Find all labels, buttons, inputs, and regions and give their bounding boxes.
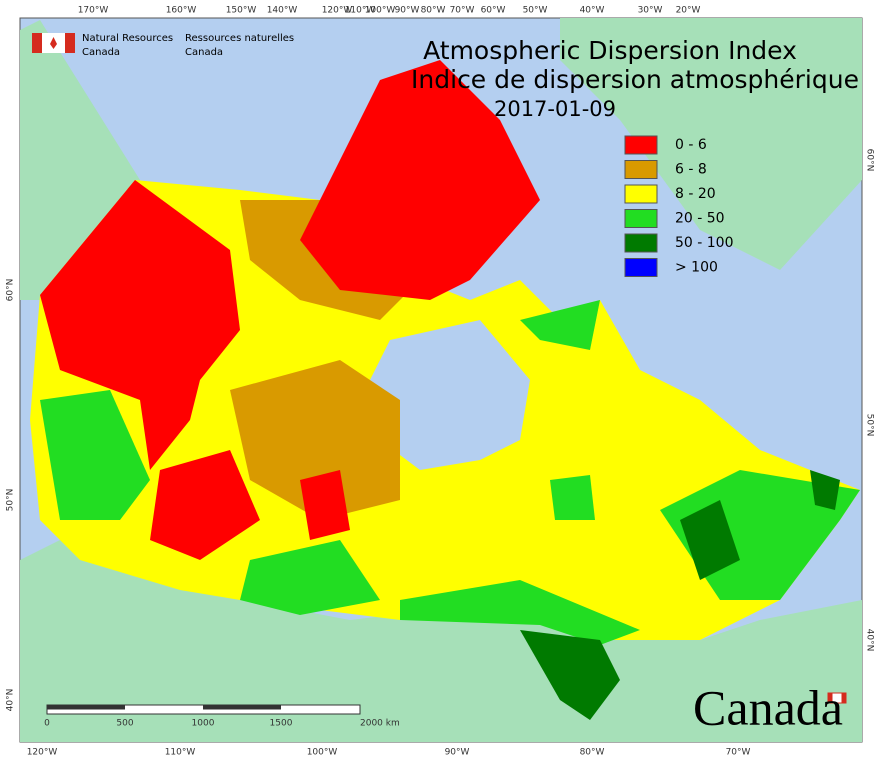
top-graticule-label: 50°W [523, 6, 548, 16]
region-0-6 [150, 450, 260, 560]
legend-swatch [624, 209, 658, 228]
right-graticule-label: 60°N [865, 149, 875, 172]
top-graticule-label: 120°W [322, 6, 353, 16]
flag-band [65, 33, 75, 53]
scale-label: 500 [116, 719, 133, 729]
flag-band [828, 693, 833, 703]
bottom-graticule-label: 80°W [580, 748, 605, 758]
left-graticule-label: 60°N [6, 279, 16, 302]
scale-label: 1000 [192, 719, 215, 729]
top-graticule-label: 70°W [450, 6, 475, 16]
region-0-6 [300, 60, 540, 300]
scale-segment [203, 705, 281, 710]
bottom-graticule-label: 120°W [27, 748, 58, 758]
region-50-100 [680, 500, 740, 580]
top-graticule-label: 40°W [580, 6, 605, 16]
top-graticule-label: 150°W [226, 6, 257, 16]
bottom-graticule-label: 100°W [307, 748, 338, 758]
legend-label: 50 - 100 [675, 235, 734, 251]
agency-fr: Canada [185, 47, 223, 58]
top-graticule-label: 20°W [676, 6, 701, 16]
map-date: 2017-01-09 [494, 97, 616, 121]
left-graticule-label: 50°N [6, 489, 16, 512]
top-graticule-label: 60°W [481, 6, 506, 16]
bottom-graticule-label: 70°W [726, 748, 751, 758]
region-20-50 [40, 390, 150, 520]
hudson-bay [370, 320, 530, 470]
left-graticule-label: 40°N [6, 689, 16, 712]
flag-band [841, 693, 846, 703]
legend-label: 0 - 6 [675, 137, 707, 153]
greenland-land [560, 18, 862, 270]
legend-swatch [624, 184, 658, 204]
top-graticule-label: 160°W [166, 6, 197, 16]
region-0-6 [40, 180, 240, 470]
legend-swatch [624, 135, 658, 155]
region-50-100 [520, 630, 620, 720]
top-graticule-label: 80°W [421, 6, 446, 16]
top-graticule-label: 30°W [638, 6, 663, 16]
region-50-100 [810, 470, 840, 510]
legend-label: 8 - 20 [675, 186, 716, 202]
legend-label: 20 - 50 [675, 211, 725, 227]
right-graticule-label: 50°N [865, 414, 875, 437]
bottom-graticule-label: 110°W [165, 748, 196, 758]
usa-land [20, 540, 862, 742]
scale-label: 0 [44, 719, 50, 729]
map-title: Indice de dispersion atmosphérique [411, 65, 859, 94]
region-20-50 [240, 540, 380, 615]
region-20-50 [550, 475, 595, 520]
region-0-6 [300, 470, 350, 540]
legend-label: > 100 [675, 260, 718, 276]
right-graticule-label: 40°N [865, 629, 875, 652]
map-title: Atmospheric Dispersion Index [423, 36, 797, 65]
top-graticule-label: 110°W [345, 6, 376, 16]
region-6-8 [230, 360, 400, 520]
top-graticule-label: 90°W [395, 6, 420, 16]
legend-swatch [624, 233, 658, 253]
agency-fr: Ressources naturelles [185, 33, 294, 44]
scale-label: 1500 [270, 719, 293, 729]
wordmark: Canada [693, 679, 843, 735]
flag-band [32, 33, 42, 53]
flag-leaf [50, 37, 57, 49]
bottom-graticule-label: 90°W [445, 748, 470, 758]
top-graticule-label: 140°W [267, 6, 298, 16]
top-graticule-label: 170°W [78, 6, 109, 16]
scale-label: 2000 km [360, 719, 400, 729]
region-20-50 [400, 580, 640, 645]
legend-label: 6 - 8 [675, 162, 707, 178]
region-20-50 [520, 300, 600, 350]
legend-swatch [624, 258, 658, 277]
agency-en: Natural Resources [82, 33, 173, 44]
alaska-land [20, 20, 140, 300]
scale-segment [47, 705, 125, 710]
top-graticule-label: 100°W [365, 6, 396, 16]
agency-en: Canada [82, 47, 120, 58]
legend-swatch [624, 160, 658, 179]
